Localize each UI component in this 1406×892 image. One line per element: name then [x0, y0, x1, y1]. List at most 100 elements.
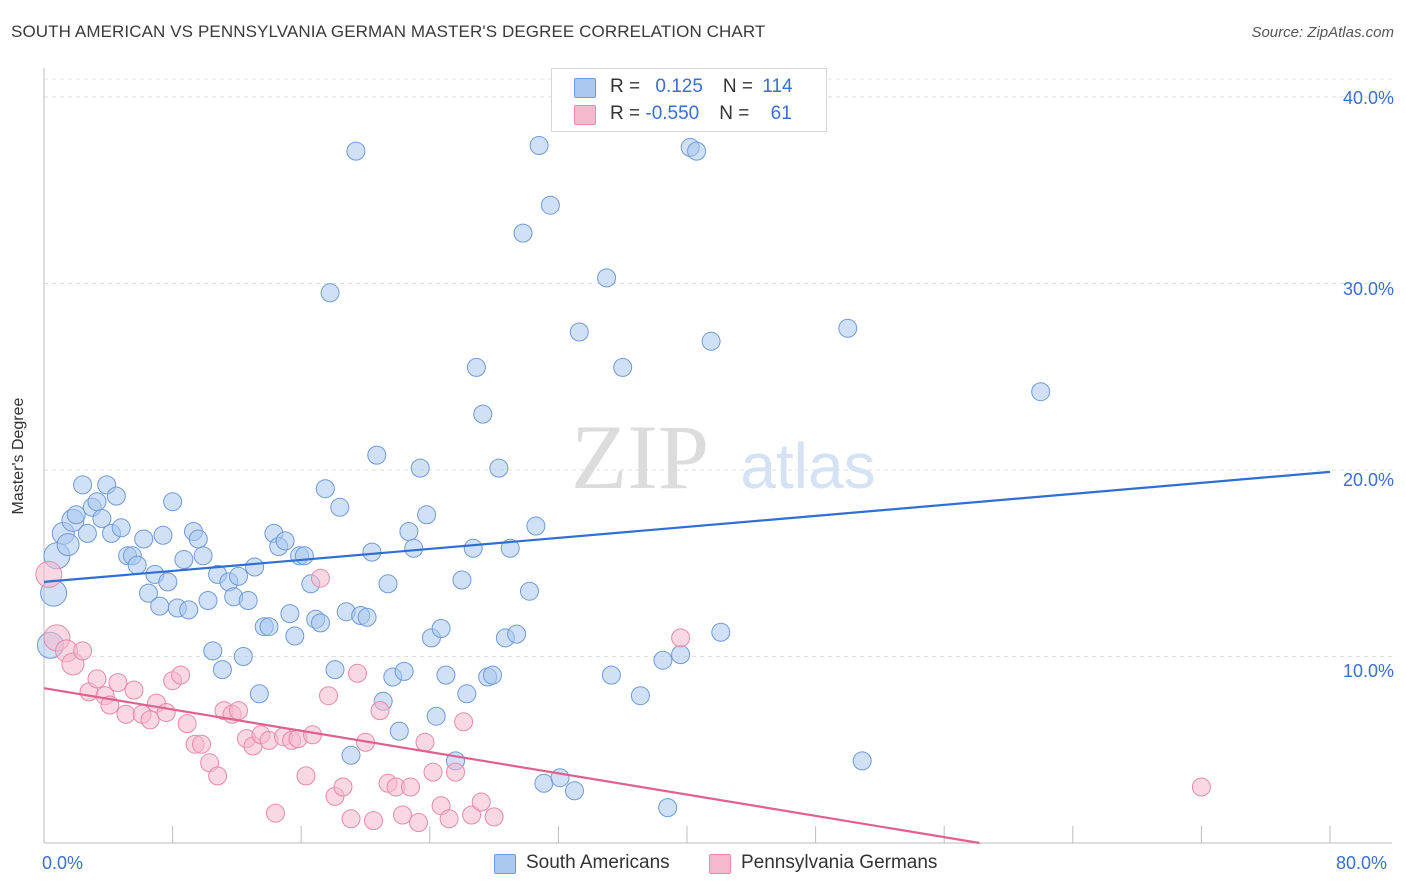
- pennsylvania-german-point: [446, 762, 465, 782]
- south-american-point: [838, 318, 858, 338]
- pennsylvania-german-point: [423, 762, 443, 782]
- south-american-point: [410, 458, 430, 478]
- y-tick-label-10: 10.0%: [1342, 661, 1394, 681]
- south-american-point: [507, 624, 527, 644]
- south-american-point: [362, 542, 382, 562]
- south-american-point: [483, 665, 502, 685]
- pennsylvania-german-point: [319, 686, 338, 706]
- legend-r-value: -0.550: [645, 103, 700, 124]
- south-american-point: [436, 665, 456, 685]
- pennsylvania-german-point: [311, 568, 330, 588]
- south-american-point: [394, 661, 414, 681]
- axes: [43, 68, 1392, 844]
- south-american-point: [111, 518, 131, 538]
- south-american-point: [153, 525, 173, 545]
- legend-n-value: 114: [762, 76, 793, 97]
- south-american-point: [330, 497, 350, 517]
- pennsylvania-german-point: [156, 703, 176, 722]
- trend-lines: [43, 470, 1331, 845]
- data-points: [35, 136, 1211, 832]
- south-american-point: [378, 574, 398, 594]
- pennsylvania-german-point: [439, 809, 459, 829]
- south-american-point: [188, 529, 208, 549]
- pennsylvania-german-point: [116, 704, 136, 724]
- pennsylvania-german-point: [296, 766, 316, 786]
- south-american-point: [658, 798, 678, 818]
- south-american-point: [150, 596, 170, 616]
- south-american-trend-line: [43, 470, 1331, 583]
- series-name: South Americans: [526, 852, 670, 873]
- pennsylvania-german-point: [73, 641, 93, 661]
- south-american-point: [212, 660, 232, 680]
- pennsylvania-german-point: [341, 809, 361, 829]
- south-american-point: [294, 546, 314, 566]
- south-american-point: [139, 583, 158, 603]
- south-american-point: [513, 223, 533, 243]
- series-swatch-pink: [709, 854, 731, 874]
- watermark-zip: ZIP: [571, 406, 709, 508]
- south-american-point: [127, 555, 147, 575]
- pennsylvania-german-point: [401, 777, 420, 797]
- series-name: Pennsylvania Germans: [741, 852, 938, 873]
- south-american-point: [73, 475, 93, 495]
- south-american-point: [92, 509, 112, 528]
- south-american-point: [520, 581, 539, 601]
- south-american-point: [630, 686, 650, 706]
- south-american-point: [431, 619, 451, 638]
- south-american-point: [534, 773, 554, 793]
- south-american-point: [203, 641, 223, 661]
- stats-legend: R = 0.125 N = 114 R = -0.550 N = 61: [551, 68, 827, 132]
- south-american-point: [473, 404, 493, 424]
- pennsylvania-german-point: [364, 811, 383, 831]
- pennsylvania-german-point: [471, 792, 491, 812]
- pennsylvania-german-point: [454, 712, 474, 732]
- pennsylvania-german-point: [409, 813, 428, 832]
- pennsylvania-german-point: [1191, 777, 1211, 797]
- south-american-point: [653, 650, 673, 670]
- pennsylvania-german-trend-line: [43, 687, 980, 845]
- pennsylvania-german-point: [333, 777, 353, 797]
- legend-row-pennsylvania-germans: R = -0.550 N = 61: [574, 102, 792, 128]
- south-american-point: [163, 492, 183, 512]
- south-american-point: [463, 538, 483, 558]
- pennsylvania-german-point: [348, 663, 367, 683]
- south-american-point: [174, 550, 194, 569]
- south-american-point: [687, 141, 707, 161]
- pennsylvania-german-point: [108, 673, 128, 693]
- south-american-point: [601, 665, 621, 685]
- legend-r-value: 0.125: [655, 76, 703, 97]
- south-american-point: [489, 458, 509, 478]
- x-tick-label-max: 80.0%: [1336, 853, 1388, 873]
- south-american-point: [671, 645, 691, 665]
- south-american-point: [367, 445, 387, 465]
- south-american-point: [259, 617, 279, 637]
- south-american-point: [540, 195, 560, 215]
- pennsylvania-german-point: [124, 680, 144, 700]
- south-american-point: [311, 613, 330, 633]
- south-american-point: [426, 706, 446, 726]
- south-american-point: [193, 546, 213, 566]
- x-tick-label-min: 0.0%: [42, 853, 84, 873]
- chart-title: SOUTH AMERICAN VS PENNSYLVANIA GERMAN MA…: [11, 22, 766, 41]
- south-american-point: [466, 357, 486, 377]
- pennsylvania-german-point: [87, 669, 107, 689]
- y-tick-label-20: 20.0%: [1342, 470, 1394, 490]
- south-american-point: [249, 684, 269, 704]
- south-american-point: [315, 479, 335, 499]
- pennsylvania-german-point: [140, 710, 160, 730]
- watermark-atlas: atlas: [740, 430, 875, 502]
- legend-n-label: N =: [722, 76, 759, 97]
- south-american-point: [404, 538, 424, 558]
- pennsylvania-german-point: [171, 665, 191, 685]
- legend-n-value: 61: [770, 103, 792, 124]
- pennsylvania-german-point: [303, 725, 322, 745]
- pennsylvania-german-point: [462, 805, 482, 825]
- legend-r-label: R =: [610, 103, 646, 124]
- south-american-point: [341, 745, 361, 765]
- south-american-point: [275, 531, 295, 551]
- pennsylvania-german-point: [35, 560, 63, 588]
- south-american-point: [399, 522, 419, 541]
- south-american-point: [320, 283, 340, 303]
- y-tick-label-30: 30.0%: [1342, 279, 1394, 299]
- legend-swatch-blue: [574, 78, 596, 98]
